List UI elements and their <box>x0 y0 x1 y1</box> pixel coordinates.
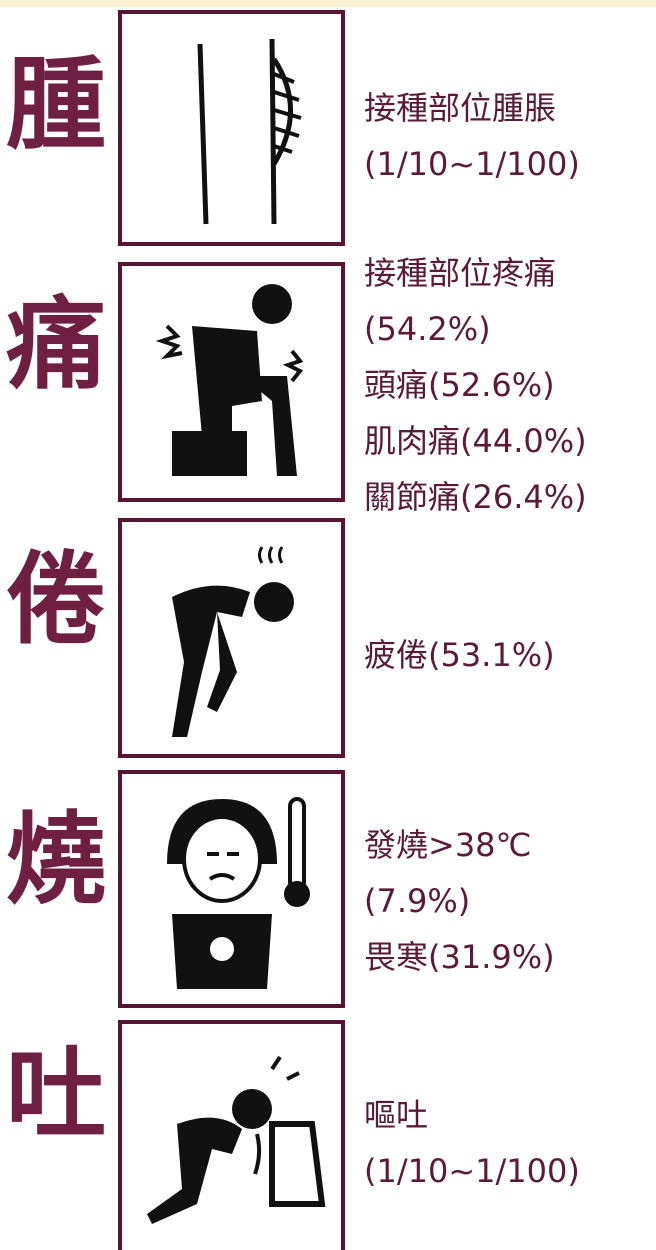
text-line: 疲倦(53.1%) <box>364 636 555 674</box>
icon-box <box>118 262 345 502</box>
icon-box <box>118 518 345 758</box>
text-line: 發燒>38℃ <box>364 826 532 864</box>
vomit-icon <box>147 1055 326 1224</box>
row-text: 接種部位腫脹 (1/10~1/100) <box>364 80 656 192</box>
top-bar <box>0 0 656 7</box>
row-text: 嘔吐 (1/10~1/100) <box>364 1087 656 1199</box>
text-line: 嘔吐 <box>364 1096 429 1134</box>
text-line: (7.9%) <box>364 882 471 920</box>
fever-icon <box>167 797 310 989</box>
text-line: (1/10~1/100) <box>364 145 580 183</box>
fatigue-icon <box>172 546 294 737</box>
icon-box <box>118 1020 345 1250</box>
icon-box <box>118 10 345 246</box>
text-line: 肌肉痛(44.0%) <box>364 422 587 460</box>
text-line: 接種部位腫脹 <box>364 89 557 127</box>
text-line: 畏寒(31.9%) <box>364 938 555 976</box>
row-text: 發燒>38℃ (7.9%) 畏寒(31.9%) <box>364 817 656 985</box>
row-character: 倦 <box>6 541 106 658</box>
text-line: 關節痛(26.4%) <box>364 478 587 516</box>
text-line: 頭痛(52.6%) <box>364 366 555 404</box>
text-line: (54.2%) <box>364 310 491 348</box>
row-text: 接種部位疼痛 (54.2%) 頭痛(52.6%) 肌肉痛(44.0%) 關節痛(26.4… <box>364 245 656 525</box>
row-character: 燒 <box>6 801 106 918</box>
icon-box <box>118 770 345 1008</box>
row-character: 吐 <box>6 1036 106 1153</box>
swelling-icon <box>197 38 302 225</box>
text-line: (1/10~1/100) <box>364 1152 580 1190</box>
pain-icon <box>155 284 304 476</box>
text-line: 接種部位疼痛 <box>364 254 557 292</box>
row-text: 疲倦(53.1%) <box>364 627 656 683</box>
row-character: 腫 <box>6 46 106 163</box>
row-character: 痛 <box>6 286 106 403</box>
